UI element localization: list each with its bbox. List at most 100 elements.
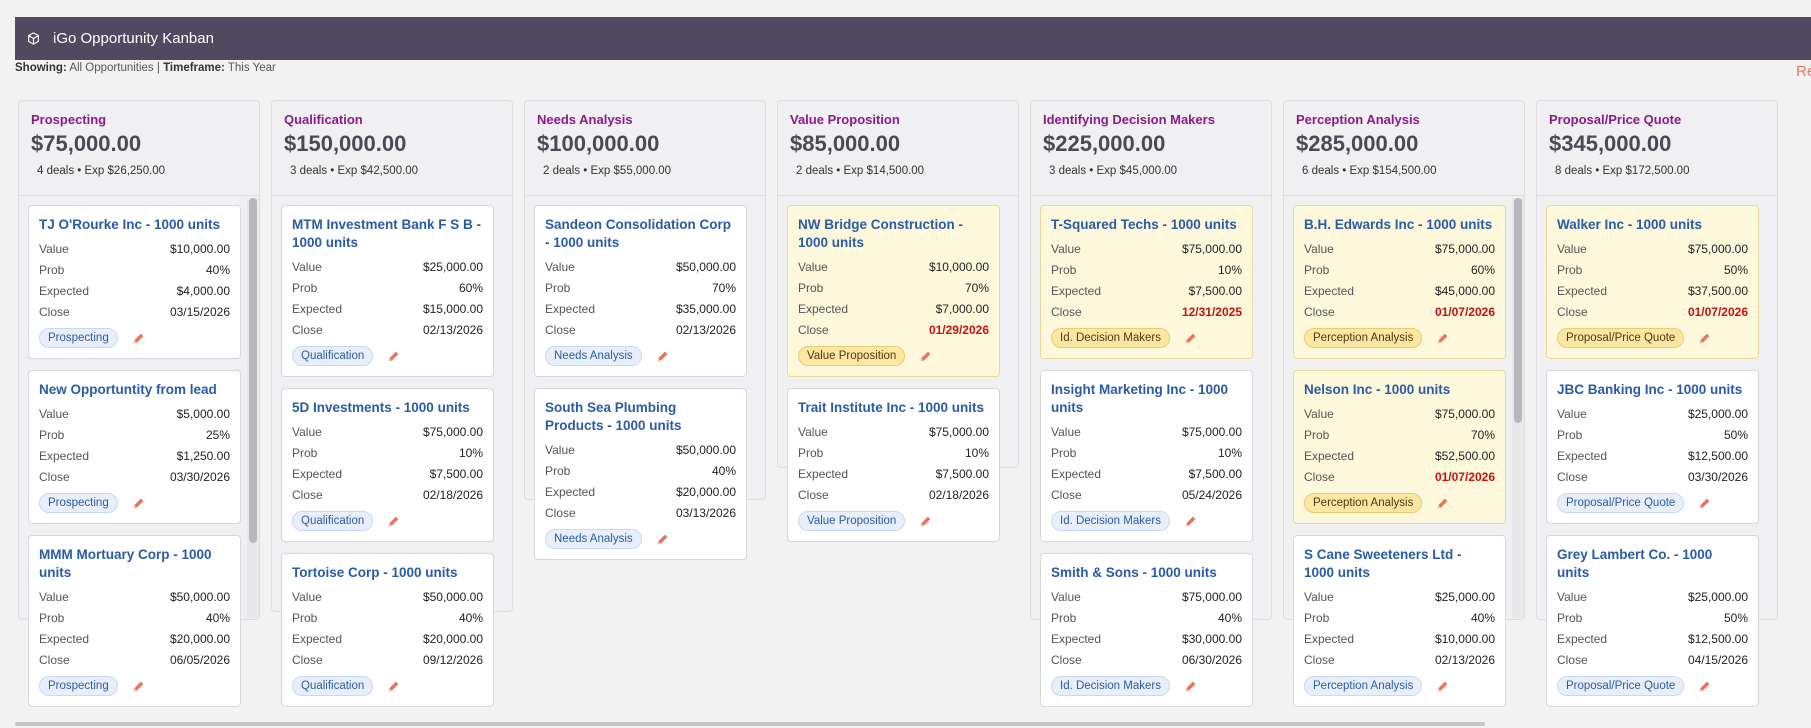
scrollbar-thumb[interactable] (249, 198, 257, 543)
opportunity-title-link[interactable]: South Sea Plumbing Products - 1000 units (545, 400, 682, 433)
opportunity-title-link[interactable]: Nelson Inc - 1000 units (1304, 382, 1451, 397)
pencil-icon[interactable] (1698, 331, 1712, 345)
kanban-board: Prospecting $75,000.00 4 deals • Exp $26,2… (18, 100, 1811, 716)
pencil-icon[interactable] (1184, 514, 1198, 528)
field-row-prob: Prob 50% (1557, 259, 1748, 280)
stage-meta: 2 deals • Exp $55,000.00 (537, 165, 765, 177)
card-footer: Id. Decision Makers (1051, 676, 1242, 696)
opportunity-card[interactable]: Sandeon Consolidation Corp - 1000 units V… (534, 205, 747, 377)
field-row-value: Value $25,000.00 (1557, 403, 1748, 424)
field-label: Value (1304, 589, 1334, 604)
opportunity-card[interactable]: NW Bridge Construction - 1000 units Value… (787, 205, 1000, 377)
field-label: Expected (39, 631, 90, 646)
opportunity-card[interactable]: Walker Inc - 1000 units Value $75,000.00 Pr… (1546, 205, 1759, 359)
opportunity-card[interactable]: 5D Investments - 1000 units Value $75,000.… (281, 388, 494, 542)
opportunity-card[interactable]: TJ O'Rourke Inc - 1000 units Value $10,000… (28, 205, 241, 359)
opportunity-card[interactable]: Nelson Inc - 1000 units Value $75,000.00 Pr… (1293, 370, 1506, 524)
field-row-prob: Prob 70% (1304, 424, 1495, 445)
field-label: Close (292, 322, 323, 337)
opportunity-title-link[interactable]: NW Bridge Construction - 1000 units (798, 217, 963, 250)
opportunity-title-link[interactable]: Tortoise Corp - 1000 units (292, 565, 458, 580)
pencil-icon[interactable] (1436, 496, 1450, 510)
pencil-icon[interactable] (132, 331, 146, 345)
pencil-icon[interactable] (1698, 496, 1712, 510)
field-value-expected: $7,500.00 (935, 466, 989, 481)
field-value-close: 02/18/2026 (422, 487, 483, 502)
stage-deal-count: 4 deals (37, 165, 75, 177)
opportunity-title-link[interactable]: 5D Investments - 1000 units (292, 400, 470, 415)
opportunity-card[interactable]: South Sea Plumbing Products - 1000 units… (534, 388, 747, 560)
field-row-prob: Prob 70% (545, 277, 736, 298)
opportunity-title-link[interactable]: TJ O'Rourke Inc - 1000 units (39, 217, 221, 232)
opportunity-title-link[interactable]: Grey Lambert Co. - 1000 units (1557, 547, 1713, 580)
opportunity-card[interactable]: Tortoise Corp - 1000 units Value $50,000.0… (281, 553, 494, 707)
opportunity-title-link[interactable]: Insight Marketing Inc - 1000 units (1051, 382, 1229, 415)
opportunity-card[interactable]: JBC Banking Inc - 1000 units Value $25,000… (1546, 370, 1759, 524)
pencil-icon[interactable] (1184, 331, 1198, 345)
opportunity-title-link[interactable]: MTM Investment Bank F S B - 1000 units (292, 217, 482, 250)
opportunity-card[interactable]: T-Squared Techs - 1000 units Value $75,000… (1040, 205, 1253, 359)
showing-label: Showing: (15, 62, 67, 74)
opportunity-title-link[interactable]: Trait Institute Inc - 1000 units (798, 400, 985, 415)
opportunity-title-link[interactable]: Sandeon Consolidation Corp - 1000 units (545, 217, 731, 250)
opportunity-card[interactable]: Trait Institute Inc - 1000 units Value $75… (787, 388, 1000, 542)
pencil-icon[interactable] (387, 514, 401, 528)
field-value-prob: 10% (1217, 445, 1242, 460)
pencil-icon[interactable] (1698, 679, 1712, 693)
field-value-prob: 50% (1723, 610, 1748, 625)
stage-meta: 4 deals • Exp $26,250.00 (31, 165, 259, 177)
field-label: Value (1304, 241, 1334, 256)
field-value-expected: $7,000.00 (935, 301, 989, 316)
opportunity-title-link[interactable]: Smith & Sons - 1000 units (1051, 565, 1217, 580)
scrollbar-thumb[interactable] (1514, 198, 1522, 423)
opportunity-title-link[interactable]: MMM Mortuary Corp - 1000 units (39, 547, 212, 580)
pencil-icon[interactable] (387, 349, 401, 363)
field-value-expected: $20,000.00 (422, 631, 483, 646)
pencil-icon[interactable] (656, 349, 670, 363)
pencil-icon[interactable] (919, 349, 933, 363)
pencil-icon[interactable] (132, 496, 146, 510)
opportunity-card[interactable]: New Opportuntity from lead Value $5,000.00… (28, 370, 241, 524)
card-footer: Qualification (292, 511, 483, 531)
opportunity-card[interactable]: B.H. Edwards Inc - 1000 units Value $75,00… (1293, 205, 1506, 359)
stage-tag: Value Proposition (798, 346, 906, 366)
field-value-close: 02/13/2026 (675, 322, 736, 337)
field-value-close: 09/12/2026 (422, 652, 483, 667)
field-label: Value (39, 241, 69, 256)
meta-separator: • (580, 165, 591, 177)
pencil-icon[interactable] (1436, 679, 1450, 693)
field-row-value: Value $50,000.00 (545, 439, 736, 460)
field-value-expected: $10,000.00 (1434, 631, 1495, 646)
refresh-button[interactable]: Refresh (1796, 63, 1811, 80)
opportunity-card[interactable]: S Cane Sweeteners Ltd - 1000 units Value $… (1293, 535, 1506, 707)
field-value-expected: $12,500.00 (1687, 448, 1748, 463)
pencil-icon[interactable] (387, 679, 401, 693)
stage-column: Prospecting $75,000.00 4 deals • Exp $26,2… (18, 100, 260, 707)
column-scrollbar[interactable] (247, 198, 259, 618)
opportunity-title-link[interactable]: B.H. Edwards Inc - 1000 units (1304, 217, 1493, 232)
card-footer: Qualification (292, 346, 483, 366)
opportunity-card[interactable]: Insight Marketing Inc - 1000 units Value $… (1040, 370, 1253, 542)
column-scrollbar[interactable] (1512, 198, 1524, 618)
stage-tag: Id. Decision Makers (1051, 511, 1170, 531)
opportunity-title-link[interactable]: S Cane Sweeteners Ltd - 1000 units (1304, 547, 1462, 580)
field-label: Value (1051, 424, 1081, 439)
opportunity-card[interactable]: Smith & Sons - 1000 units Value $75,000.00… (1040, 553, 1253, 707)
field-row-expected: Expected $7,500.00 (1051, 463, 1242, 484)
field-row-close: Close 02/18/2026 (292, 484, 483, 505)
horizontal-scrollbar[interactable] (15, 722, 1485, 726)
opportunity-title-link[interactable]: JBC Banking Inc - 1000 units (1557, 382, 1743, 397)
pencil-icon[interactable] (919, 514, 933, 528)
opportunity-title-link[interactable]: T-Squared Techs - 1000 units (1051, 217, 1237, 232)
field-value-close: 02/13/2026 (1434, 652, 1495, 667)
opportunity-title-link[interactable]: New Opportuntity from lead (39, 382, 217, 397)
opportunity-card[interactable]: Grey Lambert Co. - 1000 units Value $25,00… (1546, 535, 1759, 707)
pencil-icon[interactable] (1184, 679, 1198, 693)
pencil-icon[interactable] (132, 679, 146, 693)
opportunity-title-link[interactable]: Walker Inc - 1000 units (1557, 217, 1703, 232)
pencil-icon[interactable] (656, 532, 670, 546)
opportunity-card[interactable]: MTM Investment Bank F S B - 1000 units Va… (281, 205, 494, 377)
pencil-icon[interactable] (1436, 331, 1450, 345)
field-value-expected: $20,000.00 (169, 631, 230, 646)
opportunity-card[interactable]: MMM Mortuary Corp - 1000 units Value $50,0… (28, 535, 241, 707)
